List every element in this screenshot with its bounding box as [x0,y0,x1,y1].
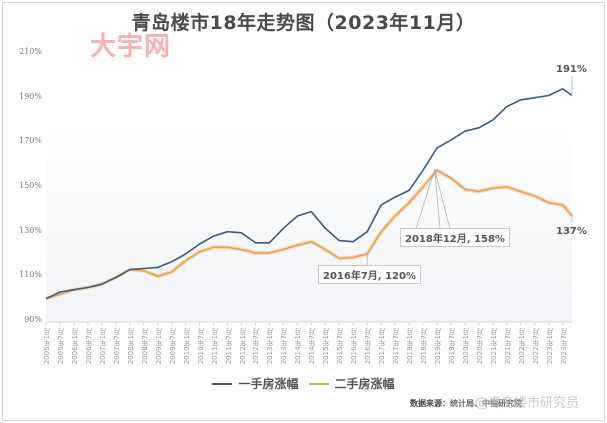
legend-label-first-hand: 一手房涨幅 [238,377,299,391]
annotation-2018-12: 2018年12月, 158% [400,228,510,247]
watermark-bottom: @青岛楼市研究员 [475,396,580,411]
legend-swatch-orange-icon [308,382,329,385]
end-label-first-hand: 191% [556,64,587,75]
y-tick-label: 90% [24,315,42,324]
plot-area-background [46,120,572,321]
y-tick-label: 210% [19,47,42,57]
y-tick-label: 110% [19,270,42,280]
legend-swatch-blue-icon [212,382,233,385]
y-tick-label: 190% [19,91,42,101]
data-source-detail: 统计局、中指研究院 [450,399,522,408]
legend-item-first-hand: 一手房涨幅 [212,375,299,392]
annotation-2016-07: 2016年7月, 120% [318,265,421,284]
watermark-top: 大宇网 [90,32,172,62]
end-label-second-hand: 137% [556,226,587,237]
y-tick-label: 150% [19,181,42,191]
chart-title: 青岛楼市18年走势图（2023年11月） [131,12,476,34]
y-tick-label: 170% [19,136,42,146]
legend-item-second-hand: 二手房涨幅 [308,375,395,392]
data-source-label: 数据来源： [410,399,450,408]
legend-label-second-hand: 二手房涨幅 [334,377,395,391]
legend: 一手房涨幅 二手房涨幅 [0,375,607,392]
y-tick-label: 130% [19,225,42,235]
data-source: 数据来源：统计局、中指研究院 [410,398,522,409]
series-first-hand-line [45,88,573,300]
